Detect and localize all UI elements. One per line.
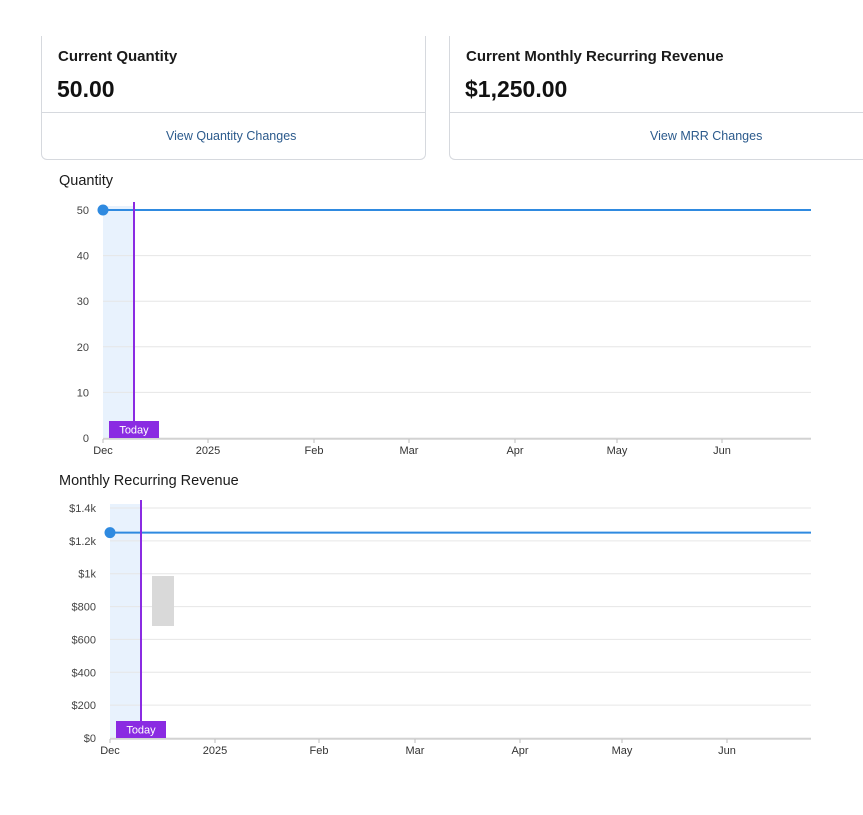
quantity-chart-y-tick-label: 50 [77, 205, 89, 217]
quantity-card-value: 50.00 [57, 76, 115, 102]
quantity-chart-today-label: Today [119, 425, 149, 437]
mrr-chart-x-tick-label: Mar [406, 745, 425, 757]
quantity-chart-x-tick-label: Dec [93, 445, 113, 457]
mrr-chart-title: Monthly Recurring Revenue [59, 473, 239, 489]
mrr-chart-x-tick-label: Jun [718, 745, 736, 757]
view-mrr-changes-link[interactable]: View MRR Changes [650, 129, 763, 143]
mrr-chart-today-badge [116, 721, 166, 738]
card-divider [450, 112, 863, 113]
mrr-chart-series-point [104, 527, 116, 539]
quantity-chart-x-tick-label: May [607, 445, 628, 457]
mrr-chart-y-tick-label: $800 [72, 602, 96, 614]
quantity-chart-x-tick-label: Mar [400, 445, 419, 457]
quantity-card-label: Current Quantity [58, 48, 178, 65]
quantity-chart-y-tick-label: 0 [83, 433, 89, 445]
quantity-chart-series-point [97, 204, 109, 216]
mrr-chart-y-tick-label: $0 [84, 733, 96, 745]
card-divider [42, 112, 425, 113]
quantity-chart-x-tick-label: Feb [305, 445, 324, 457]
mrr-chart-x-tick-label: Apr [511, 745, 528, 757]
mrr-chart-y-tick-label: $400 [72, 667, 96, 679]
quantity-chart-x-tick-label: Apr [506, 445, 523, 457]
mrr-chart-x-tick-label: May [612, 745, 633, 757]
quantity-chart: 0 10 20 30 40 50 Dec 2025 Feb Mar Apr May Jun Today [77, 202, 811, 457]
view-quantity-changes-link[interactable]: View Quantity Changes [166, 129, 297, 143]
mrr-chart-x-tick-label: 2025 [203, 745, 227, 757]
mrr-chart-x-tick-label: Feb [310, 745, 329, 757]
quantity-chart-y-tick-label: 30 [77, 296, 89, 308]
mrr-card-label: Current Monthly Recurring Revenue [466, 48, 724, 65]
quantity-chart-title: Quantity [59, 173, 113, 189]
mrr-chart-y-tick-label: $1k [78, 569, 96, 581]
quantity-chart-today-badge [109, 421, 159, 438]
mrr-chart-y-tick-label: $1.2k [69, 536, 96, 548]
quantity-chart-highlight-band [103, 206, 134, 438]
mrr-chart-y-tick-label: $600 [72, 634, 96, 646]
mrr-chart-y-tick-label: $200 [72, 700, 96, 712]
quantity-chart-y-tick-label: 10 [77, 387, 89, 399]
mrr-chart: $0 $200 $400 $600 $800 $1k $1.2k $1.4k Dec 2025 Fe… [69, 500, 811, 757]
quantity-chart-x-tick-label: 2025 [196, 445, 220, 457]
mrr-chart-x-tick-label: Dec [100, 745, 120, 757]
quantity-chart-y-tick-label: 40 [77, 251, 89, 263]
quantity-card: Current Quantity 50.00 View Quantity Cha… [41, 36, 426, 160]
mrr-chart-tooltip-placeholder [152, 576, 174, 626]
mrr-card: Current Monthly Recurring Revenue $1,250… [449, 36, 863, 160]
mrr-chart-highlight-band [110, 504, 141, 738]
mrr-card-value: $1,250.00 [465, 76, 568, 102]
quantity-chart-x-tick-label: Jun [713, 445, 731, 457]
quantity-chart-y-tick-label: 20 [77, 342, 89, 354]
mrr-chart-y-tick-label: $1.4k [69, 503, 96, 515]
mrr-chart-today-label: Today [126, 725, 156, 737]
